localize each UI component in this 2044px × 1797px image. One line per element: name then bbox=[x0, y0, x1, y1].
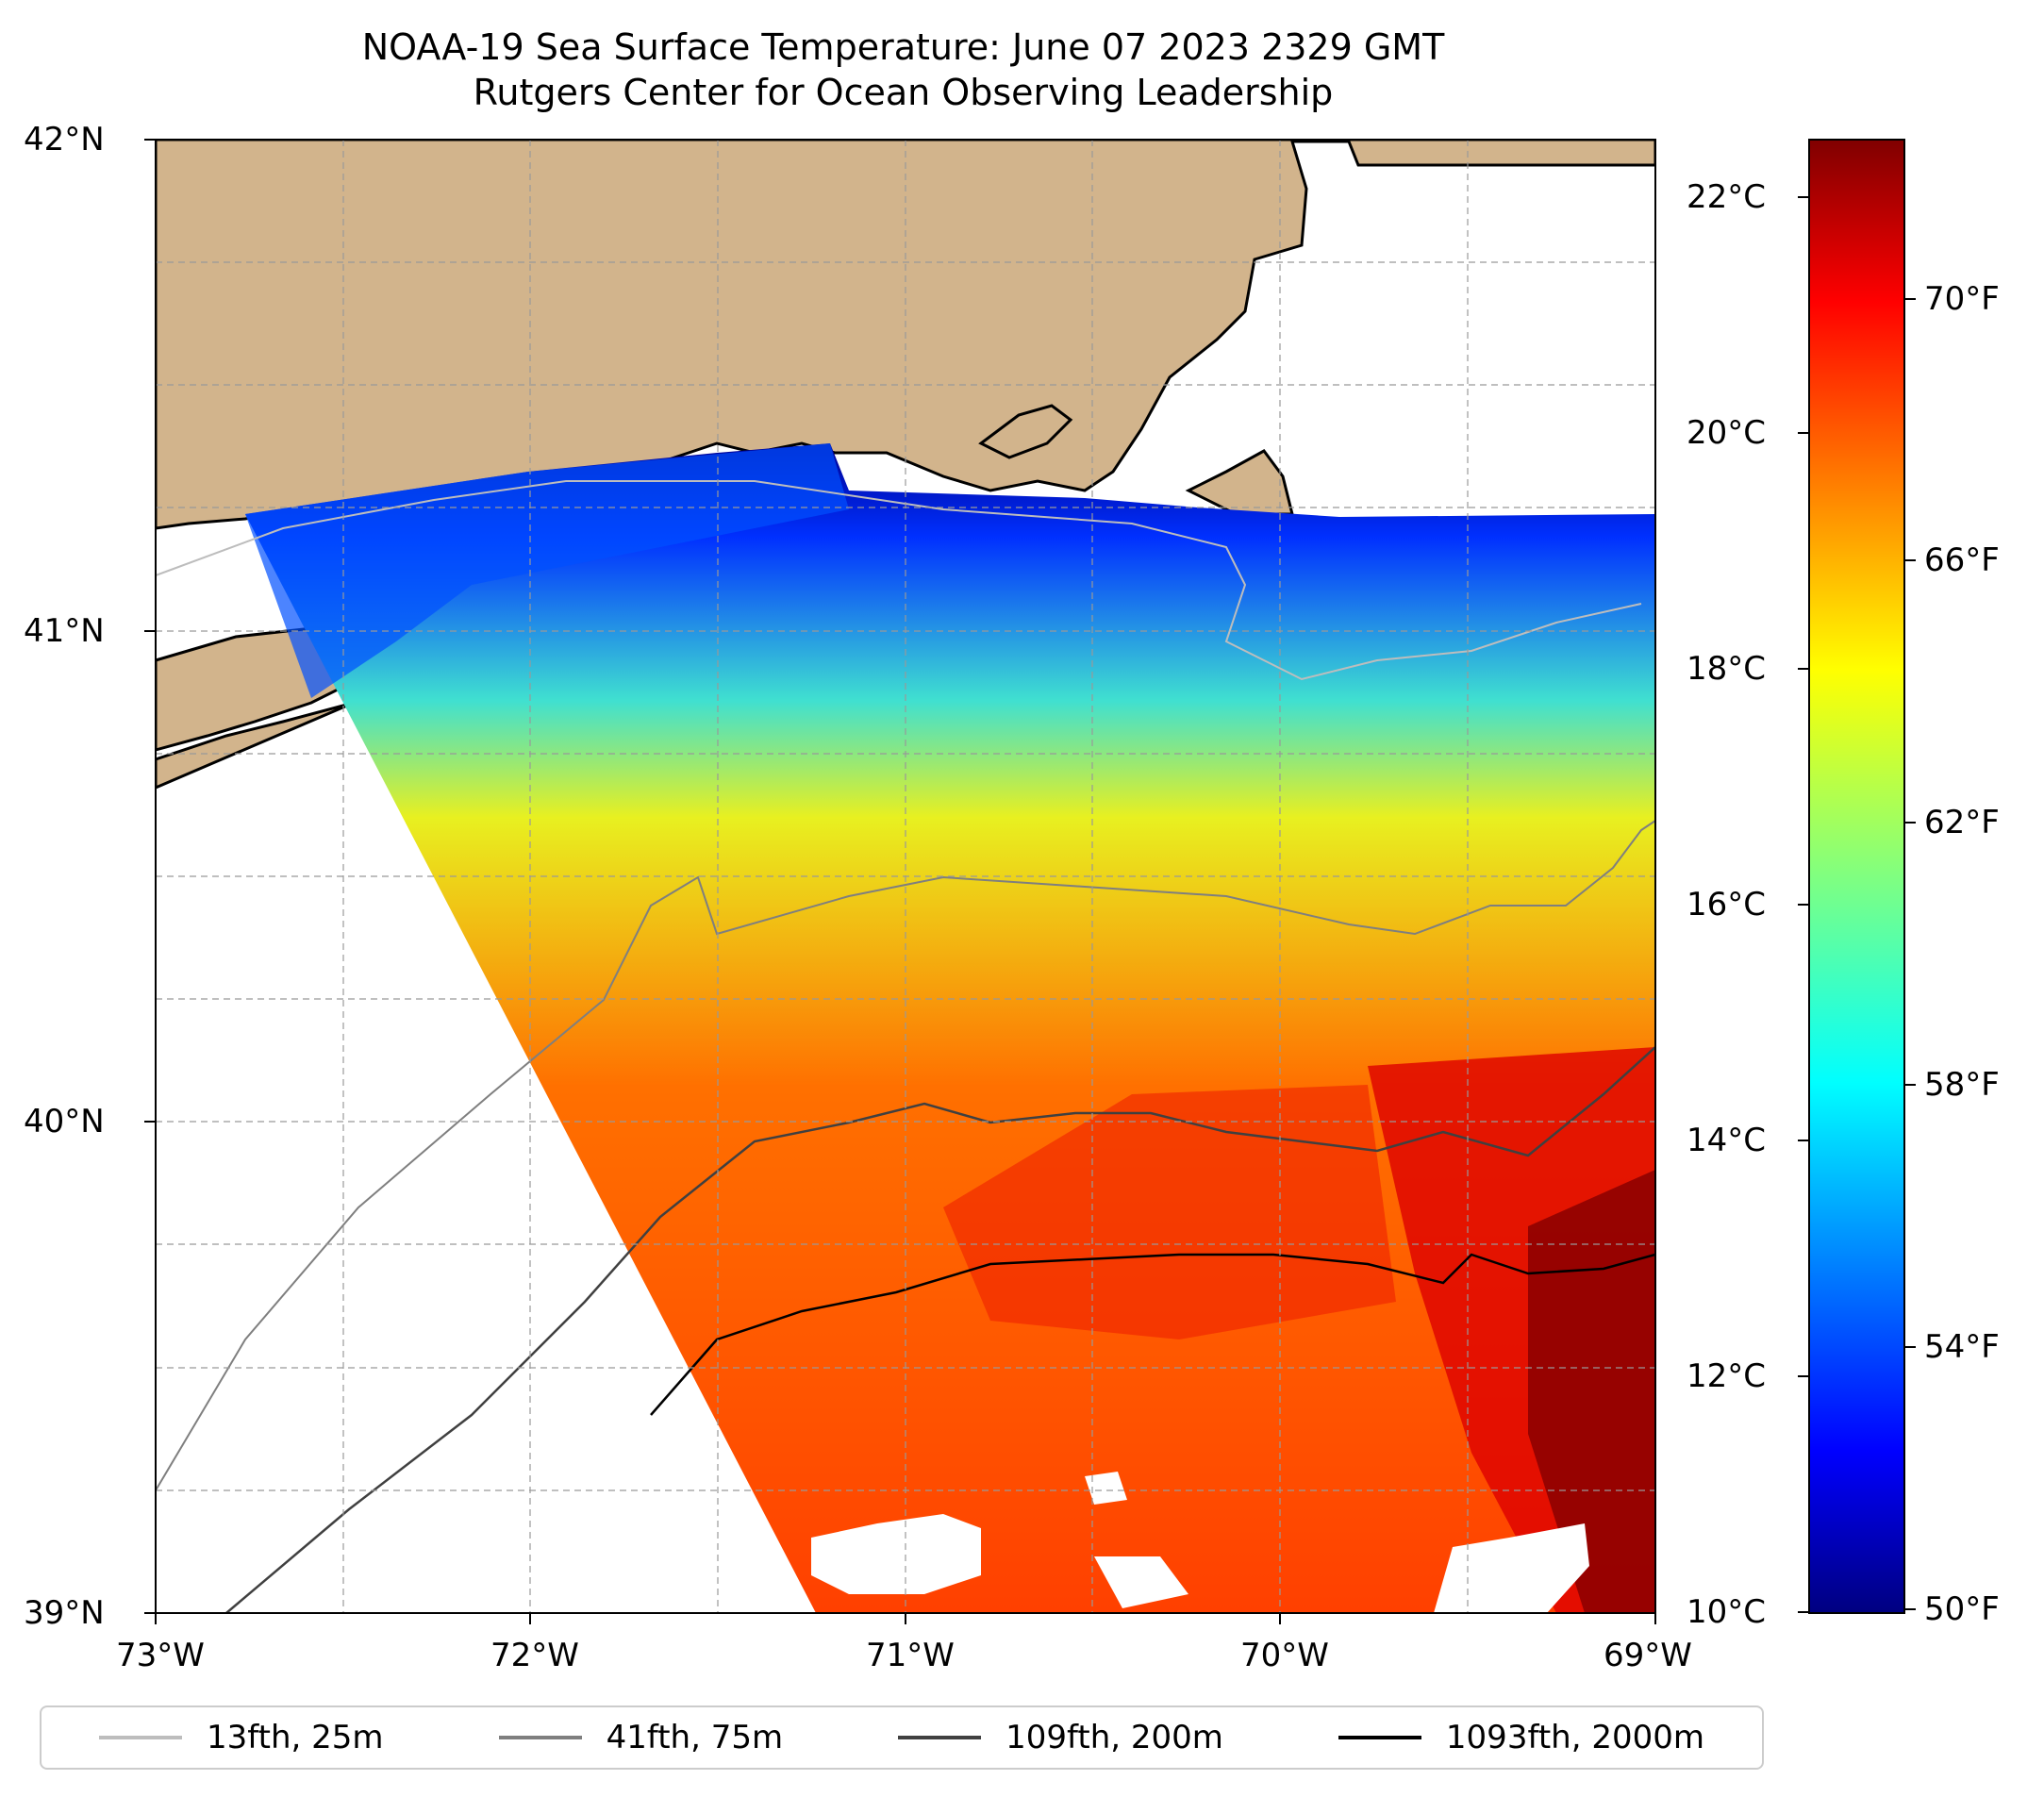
legend-label-200m: 109fth, 200m bbox=[1005, 1719, 1223, 1756]
colorbar-ticks bbox=[1798, 196, 1916, 1613]
legend-swatch-2000m bbox=[1338, 1736, 1421, 1739]
cloud-hole-4 bbox=[1434, 1523, 1589, 1613]
cloud-hole-2 bbox=[1085, 1472, 1127, 1505]
contour-2000m bbox=[650, 1253, 1655, 1416]
land-new-jersey-shore bbox=[156, 701, 355, 790]
lat-label-41: 41°N bbox=[24, 612, 105, 650]
cbar-label-22c: 22°C bbox=[1687, 178, 1767, 216]
lon-label-71: 71°W bbox=[866, 1637, 955, 1674]
cbar-label-20c: 20°C bbox=[1687, 414, 1767, 452]
land-marthas-vineyard bbox=[978, 404, 1073, 459]
lat-label-40: 40°N bbox=[24, 1103, 105, 1140]
cbar-label-50f: 50°F bbox=[1924, 1590, 2000, 1628]
cbar-label-16c: 16°C bbox=[1687, 886, 1767, 923]
lon-label-69: 69°W bbox=[1604, 1637, 1692, 1674]
legend-label-2000m: 1093fth, 2000m bbox=[1445, 1719, 1704, 1756]
figure-title: NOAA-19 Sea Surface Temperature: June 07… bbox=[0, 25, 1806, 115]
colorbar bbox=[1808, 139, 1905, 1614]
legend-item-200m: 109fth, 200m bbox=[898, 1719, 1223, 1756]
title-line-1: NOAA-19 Sea Surface Temperature: June 07… bbox=[361, 26, 1445, 68]
title-line-2: Rutgers Center for Ocean Observing Leade… bbox=[473, 72, 1334, 113]
legend-swatch-200m bbox=[898, 1736, 982, 1739]
contour-legend: 13fth, 25m 41fth, 75m 109fth, 200m 1093f… bbox=[40, 1705, 1764, 1770]
contour-25m bbox=[156, 480, 1642, 681]
cbar-label-66f: 66°F bbox=[1924, 541, 2000, 579]
legend-swatch-25m bbox=[99, 1736, 183, 1739]
cloud-hole-3 bbox=[1094, 1556, 1188, 1608]
map-area bbox=[156, 140, 1655, 1613]
sst-red-band bbox=[943, 1085, 1396, 1339]
axis-ticks bbox=[144, 139, 1656, 1624]
lat-label-42: 42°N bbox=[24, 121, 105, 158]
cbar-label-62f: 62°F bbox=[1924, 804, 2000, 841]
sst-swath bbox=[245, 443, 1655, 1613]
contour-75m bbox=[156, 820, 1655, 1491]
cbar-label-12c: 12°C bbox=[1687, 1357, 1767, 1395]
contour-200m bbox=[225, 1046, 1655, 1613]
legend-label-25m: 13fth, 25m bbox=[207, 1719, 384, 1756]
sst-dark-red bbox=[1528, 1170, 1655, 1613]
legend-item-75m: 41fth, 75m bbox=[498, 1719, 784, 1756]
cbar-label-58f: 58°F bbox=[1924, 1066, 2000, 1104]
cbar-label-70f: 70°F bbox=[1924, 280, 2000, 318]
lon-label-73: 73°W bbox=[116, 1637, 205, 1674]
lon-label-72: 72°W bbox=[490, 1637, 579, 1674]
cbar-label-18c: 18°C bbox=[1687, 650, 1767, 688]
cbar-label-10c: 10°C bbox=[1687, 1593, 1767, 1631]
lat-label-39: 39°N bbox=[24, 1594, 105, 1632]
land-nantucket bbox=[1185, 449, 1294, 516]
cbar-label-54f: 54°F bbox=[1924, 1328, 2000, 1366]
legend-swatch-75m bbox=[498, 1736, 582, 1739]
cloud-hole-1 bbox=[811, 1514, 981, 1594]
legend-item-25m: 13fth, 25m bbox=[99, 1719, 384, 1756]
legend-item-2000m: 1093fth, 2000m bbox=[1338, 1719, 1704, 1756]
gridlines bbox=[156, 140, 1655, 1613]
legend-label-75m: 41fth, 75m bbox=[606, 1719, 784, 1756]
lon-label-70: 70°W bbox=[1240, 1637, 1329, 1674]
cbar-label-14c: 14°C bbox=[1687, 1122, 1767, 1159]
